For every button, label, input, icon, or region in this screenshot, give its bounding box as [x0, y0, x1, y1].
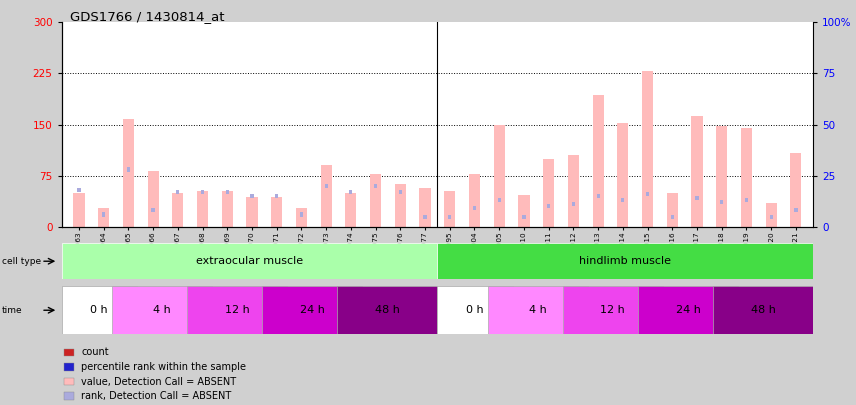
Bar	[197, 191, 208, 227]
Bar	[222, 191, 233, 227]
Bar	[449, 215, 451, 219]
Bar	[741, 128, 752, 227]
Bar	[247, 197, 258, 227]
Text: percentile rank within the sample: percentile rank within the sample	[81, 362, 247, 372]
Text: value, Detection Call = ABSENT: value, Detection Call = ABSENT	[81, 377, 236, 386]
Text: cell type: cell type	[2, 257, 41, 266]
Bar	[172, 193, 183, 227]
Bar	[201, 190, 205, 194]
Bar	[543, 159, 554, 227]
Bar	[667, 193, 678, 227]
Bar	[522, 215, 526, 219]
Bar	[419, 188, 431, 227]
Bar	[77, 188, 80, 192]
Text: count: count	[81, 347, 109, 357]
Bar	[395, 184, 406, 227]
Bar	[74, 193, 85, 227]
Bar	[112, 286, 212, 334]
Bar	[444, 191, 455, 227]
Bar	[147, 171, 158, 227]
Bar	[494, 124, 505, 227]
Bar	[720, 200, 723, 204]
Text: hindlimb muscle: hindlimb muscle	[580, 256, 671, 266]
Bar	[275, 194, 278, 198]
Bar	[262, 286, 362, 334]
Text: 12 h: 12 h	[600, 305, 625, 315]
Bar	[790, 153, 801, 227]
Bar	[469, 174, 480, 227]
Bar	[437, 286, 513, 334]
Bar	[251, 194, 253, 198]
Bar	[271, 198, 282, 227]
Bar	[324, 184, 328, 188]
Bar	[562, 286, 663, 334]
Text: 24 h: 24 h	[300, 305, 324, 315]
Bar	[745, 198, 748, 202]
Bar	[62, 243, 437, 279]
Text: 24 h: 24 h	[675, 305, 700, 315]
Bar	[621, 198, 624, 202]
Bar	[226, 190, 229, 194]
Bar	[122, 119, 134, 227]
Text: extraocular muscle: extraocular muscle	[196, 256, 303, 266]
Bar	[568, 155, 579, 227]
Bar	[62, 286, 137, 334]
Bar	[349, 190, 353, 194]
Bar	[770, 215, 773, 219]
Bar	[176, 190, 180, 194]
Bar	[716, 126, 728, 227]
Bar	[473, 207, 476, 211]
Text: 0 h: 0 h	[467, 305, 484, 315]
Bar	[424, 215, 426, 219]
Bar	[127, 168, 130, 172]
Bar	[488, 286, 588, 334]
Bar	[321, 165, 332, 227]
Text: 48 h: 48 h	[375, 305, 400, 315]
Bar	[572, 202, 575, 207]
Bar	[296, 209, 307, 227]
Bar	[794, 209, 798, 213]
Bar	[592, 95, 603, 227]
Text: rank, Detection Call = ABSENT: rank, Detection Call = ABSENT	[81, 391, 232, 401]
Bar	[399, 190, 402, 194]
Bar	[437, 243, 813, 279]
Text: 4 h: 4 h	[153, 305, 170, 315]
Bar	[692, 116, 703, 227]
Bar	[337, 286, 437, 334]
Text: 12 h: 12 h	[224, 305, 249, 315]
Text: 4 h: 4 h	[529, 305, 546, 315]
Bar	[152, 209, 155, 213]
Text: 48 h: 48 h	[751, 305, 776, 315]
Bar	[713, 286, 813, 334]
Text: GDS1766 / 1430814_at: GDS1766 / 1430814_at	[70, 10, 224, 23]
Bar	[497, 198, 501, 202]
Bar	[642, 71, 653, 227]
Bar	[547, 204, 550, 209]
Bar	[98, 208, 110, 227]
Bar	[638, 286, 738, 334]
Bar	[374, 184, 377, 188]
Bar	[102, 213, 105, 217]
Bar	[519, 195, 530, 227]
Bar	[670, 215, 674, 219]
Bar	[370, 174, 381, 227]
Bar	[345, 193, 356, 227]
Bar	[765, 203, 776, 227]
Bar	[597, 194, 600, 198]
Bar	[300, 213, 303, 217]
Bar	[187, 286, 287, 334]
Text: 0 h: 0 h	[91, 305, 108, 315]
Bar	[695, 196, 698, 200]
Text: time: time	[2, 306, 22, 315]
Bar	[617, 123, 628, 227]
Bar	[646, 192, 649, 196]
